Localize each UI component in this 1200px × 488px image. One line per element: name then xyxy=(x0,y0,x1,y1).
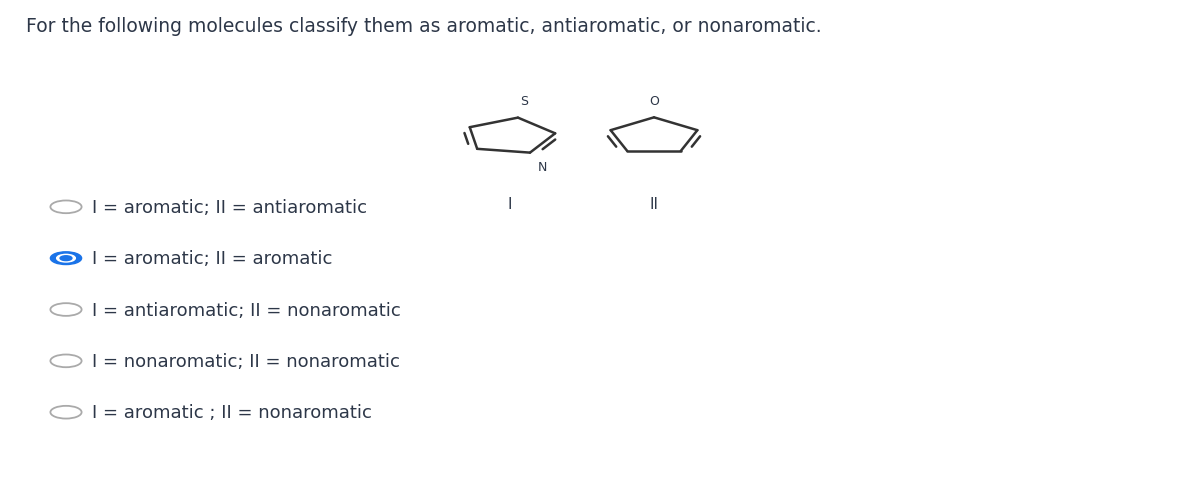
Text: For the following molecules classify them as aromatic, antiaromatic, or nonaroma: For the following molecules classify the… xyxy=(26,17,822,36)
Circle shape xyxy=(56,255,76,263)
Text: I = nonaromatic; II = nonaromatic: I = nonaromatic; II = nonaromatic xyxy=(92,352,401,370)
Text: O: O xyxy=(649,94,659,107)
Text: I = antiaromatic; II = nonaromatic: I = antiaromatic; II = nonaromatic xyxy=(92,301,401,319)
Text: II: II xyxy=(649,197,659,212)
Text: N: N xyxy=(538,161,547,174)
Circle shape xyxy=(60,256,72,261)
Text: S: S xyxy=(520,95,528,108)
Text: I = aromatic; II = aromatic: I = aromatic; II = aromatic xyxy=(92,250,332,267)
Circle shape xyxy=(50,252,82,265)
Text: I = aromatic; II = antiaromatic: I = aromatic; II = antiaromatic xyxy=(92,199,367,216)
Text: I: I xyxy=(508,197,512,212)
Text: I = aromatic ; II = nonaromatic: I = aromatic ; II = nonaromatic xyxy=(92,404,372,421)
